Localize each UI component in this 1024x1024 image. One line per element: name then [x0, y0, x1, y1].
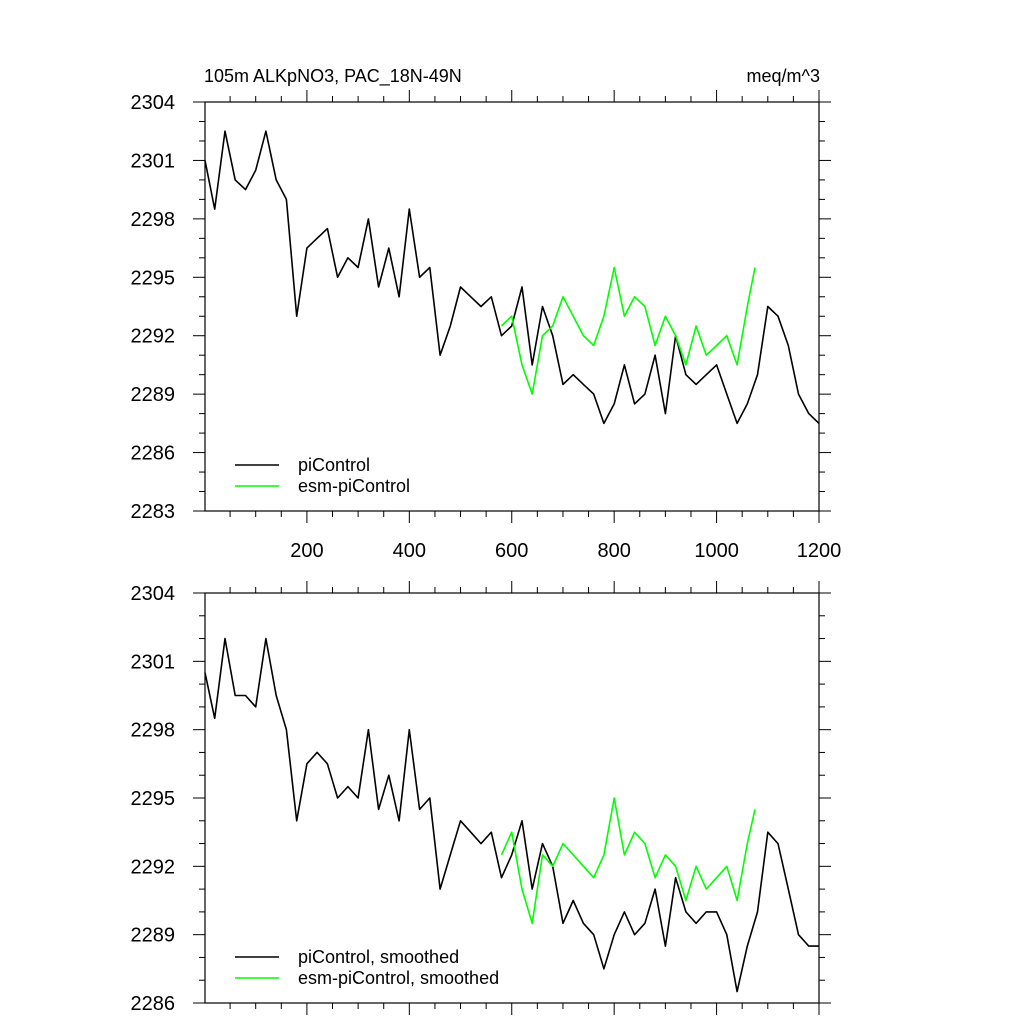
units-label: meq/m^3: [747, 66, 820, 86]
plot-frame: [204, 101, 820, 512]
y-tick-label: 2286: [131, 443, 176, 465]
y-tick-label: 2301: [131, 651, 176, 673]
series-line-picontrol: [204, 130, 820, 425]
legend-label: esm-piControl: [298, 476, 410, 496]
series-line-picontrol: [204, 637, 819, 993]
x-tick-label: 600: [495, 540, 528, 562]
y-tick-label: 2289: [131, 925, 176, 947]
y-tick-label: 2298: [131, 720, 176, 742]
y-tick-label: 2286: [131, 993, 176, 1015]
y-tick-label: 2283: [131, 501, 176, 523]
y-tick-label: 2292: [131, 856, 176, 878]
legend-label: piControl: [298, 455, 370, 475]
legend-label: piControl, smoothed: [298, 947, 459, 967]
y-tick-label: 2304: [131, 92, 176, 114]
series-line-esm-picontrol: [500, 266, 756, 395]
y-tick-label: 2295: [131, 267, 176, 289]
y-tick-label: 2292: [131, 326, 176, 348]
bottom-panel: 2286 2289 2292 2295 2298 2301 2304 piControl, s…: [131, 581, 831, 1015]
plot-frame: [204, 592, 820, 1004]
y-tick-label: 2289: [131, 384, 176, 406]
x-tick-label: 400: [393, 540, 426, 562]
x-tick-label: 800: [597, 540, 630, 562]
y-tick-label: 2295: [131, 788, 176, 810]
x-tick-label: 200: [290, 540, 323, 562]
series-line-esm-picontrol: [500, 797, 756, 925]
x-tick-label: 1000: [694, 540, 739, 562]
legend-label: esm-piControl, smoothed: [298, 968, 499, 988]
top-panel: 2283 2286 2289 2292 2295 2298 2301 2304 200 400 60…: [131, 90, 842, 562]
y-tick-label: 2298: [131, 209, 176, 231]
y-tick-label: 2304: [131, 583, 176, 605]
chart-title: 105m ALKpNO3, PAC_18N-49N: [204, 66, 462, 87]
x-tick-label: 1200: [797, 540, 842, 562]
y-tick-label: 2301: [131, 150, 176, 172]
